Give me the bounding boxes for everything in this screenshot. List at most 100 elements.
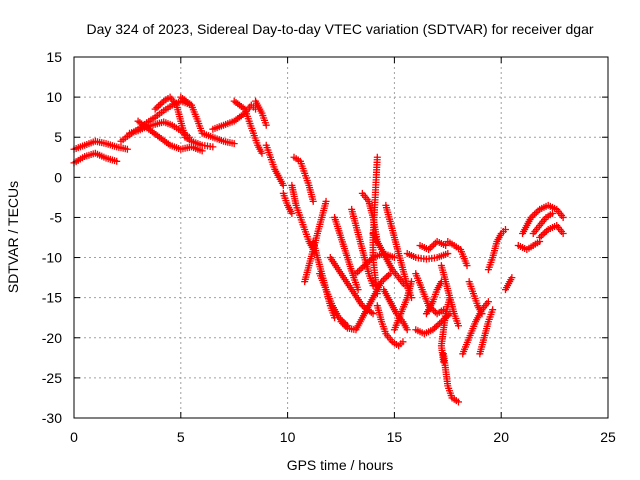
data-track xyxy=(444,238,471,270)
y-tick-label: 10 xyxy=(46,89,62,105)
data-point xyxy=(442,242,450,250)
y-tick-label: 15 xyxy=(46,49,62,65)
data-track xyxy=(514,238,544,254)
data-point xyxy=(463,262,471,270)
x-tick-label: 5 xyxy=(177,429,185,445)
data-track xyxy=(536,221,567,241)
x-tick-label: 25 xyxy=(600,429,616,445)
data-track xyxy=(279,189,296,217)
data-track xyxy=(390,278,415,334)
data-track xyxy=(529,209,556,237)
data-track xyxy=(484,225,509,274)
data-track xyxy=(290,153,317,205)
grid-lines xyxy=(74,57,608,418)
y-tick-label: -10 xyxy=(42,250,62,266)
data-point xyxy=(426,244,434,252)
y-tick-label: -30 xyxy=(42,410,62,426)
data-point xyxy=(355,266,363,274)
data-point xyxy=(501,225,509,233)
y-tick-label: -20 xyxy=(42,330,62,346)
data-point xyxy=(484,298,492,306)
data-point xyxy=(537,232,545,240)
data-point xyxy=(198,147,206,155)
data-point xyxy=(489,306,497,314)
data-point xyxy=(155,102,163,110)
y-tick-label: -15 xyxy=(42,290,62,306)
y-tick-label: 5 xyxy=(54,129,62,145)
data-point xyxy=(262,121,270,129)
data-track xyxy=(326,254,377,318)
data-point xyxy=(309,197,317,205)
data-track xyxy=(177,93,238,148)
data-track xyxy=(437,294,454,366)
x-tick-label: 0 xyxy=(70,429,78,445)
data-point xyxy=(209,143,217,151)
data-point xyxy=(151,105,159,113)
data-track xyxy=(476,306,497,358)
data-point xyxy=(384,271,392,279)
x-tick-label: 10 xyxy=(280,429,296,445)
data-point xyxy=(156,100,164,108)
data-point xyxy=(339,319,347,327)
data-point xyxy=(123,145,131,153)
data-point xyxy=(288,209,296,217)
data-track xyxy=(373,302,407,350)
data-point xyxy=(539,230,547,238)
data-points xyxy=(70,93,567,406)
x-tick-label: 20 xyxy=(493,429,509,445)
y-tick-label: -5 xyxy=(50,209,63,225)
data-point xyxy=(354,268,362,276)
data-point xyxy=(440,358,448,366)
axis-ticks: 0 5 10 15 20 25 15 10 5 0 -5 -10 -15 -20 -25 -30 xyxy=(42,49,616,445)
data-point xyxy=(383,273,391,281)
data-track xyxy=(412,270,448,318)
data-point xyxy=(230,140,238,148)
data-point xyxy=(548,209,556,217)
x-tick-label: 15 xyxy=(387,429,403,445)
data-track xyxy=(134,117,206,155)
data-point xyxy=(369,310,377,318)
data-point xyxy=(508,274,516,282)
data-track xyxy=(301,197,330,286)
data-point xyxy=(322,197,330,205)
data-point xyxy=(279,181,287,189)
data-point xyxy=(354,286,362,294)
data-point xyxy=(454,322,462,330)
data-track xyxy=(501,274,516,294)
data-track xyxy=(459,298,492,358)
data-point xyxy=(342,323,350,331)
data-point xyxy=(381,274,389,282)
data-point xyxy=(531,210,539,218)
data-point xyxy=(559,213,567,221)
data-track xyxy=(403,250,452,263)
data-point xyxy=(407,278,415,286)
data-point xyxy=(559,229,567,237)
data-track xyxy=(348,205,377,290)
data-point xyxy=(399,338,407,346)
x-axis-label: GPS time / hours xyxy=(287,457,394,473)
data-track xyxy=(70,137,131,153)
y-tick-label: -25 xyxy=(42,370,62,386)
plot-frame xyxy=(73,56,609,419)
data-track xyxy=(422,278,445,318)
data-point xyxy=(532,209,540,217)
y-tick-label: 0 xyxy=(54,169,62,185)
data-point xyxy=(454,398,462,406)
data-track xyxy=(230,97,266,157)
data-point xyxy=(403,326,411,334)
data-point xyxy=(153,104,161,112)
chart-title: Day 324 of 2023, Sidereal Day-to-day VTE… xyxy=(86,21,593,37)
data-track xyxy=(151,93,217,151)
data-track xyxy=(252,97,270,129)
data-point xyxy=(444,250,452,258)
data-point xyxy=(373,290,381,298)
data-point xyxy=(258,149,266,157)
data-track xyxy=(519,201,567,237)
data-track xyxy=(416,238,450,254)
data-point xyxy=(432,323,440,331)
data-track xyxy=(70,149,121,167)
data-point xyxy=(337,318,345,326)
data-point xyxy=(340,321,348,329)
data-track xyxy=(331,213,362,294)
